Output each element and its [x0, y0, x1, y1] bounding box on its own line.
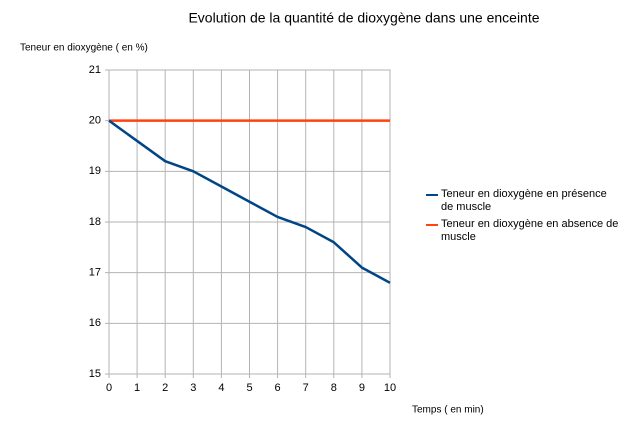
x-tick-label: 9	[359, 382, 365, 394]
y-tick-label: 16	[89, 317, 101, 329]
legend: Teneur en dioxygène en présence de muscl…	[426, 188, 622, 248]
legend-item: Teneur en dioxygène en présence de muscl…	[426, 188, 622, 214]
y-axis-label: Teneur en dioxygène ( en %)	[20, 43, 148, 54]
y-tick-label: 15	[89, 368, 101, 380]
x-tick-label: 7	[303, 382, 309, 394]
plot-frame	[108, 69, 391, 375]
legend-label: Teneur en dioxygène en absence de muscle	[441, 218, 619, 243]
y-tick-label: 17	[89, 267, 101, 279]
y-tick-label: 19	[89, 165, 101, 177]
legend-label: Teneur en dioxygène en présence de muscl…	[441, 188, 607, 213]
legend-swatch	[426, 194, 438, 196]
x-tick-label: 4	[218, 382, 224, 394]
y-tick-label: 20	[89, 115, 101, 127]
chart-title: Evolution de la quantité de dioxygène da…	[188, 10, 539, 26]
x-tick-label: 0	[106, 382, 112, 394]
y-tick-label: 21	[89, 64, 101, 76]
x-tick-label: 5	[246, 382, 252, 394]
x-tick-label: 10	[384, 382, 396, 394]
x-tick-label: 8	[331, 382, 337, 394]
x-tick-label: 2	[162, 382, 168, 394]
legend-swatch	[426, 224, 438, 226]
x-tick-label: 3	[190, 382, 196, 394]
y-tick-label: 18	[89, 216, 101, 228]
x-tick-label: 6	[275, 382, 281, 394]
x-axis-label: Temps ( en min)	[412, 405, 484, 416]
data-line	[108, 119, 391, 284]
x-tick-label: 1	[134, 382, 140, 394]
legend-item: Teneur en dioxygène en absence de muscle	[426, 218, 622, 244]
